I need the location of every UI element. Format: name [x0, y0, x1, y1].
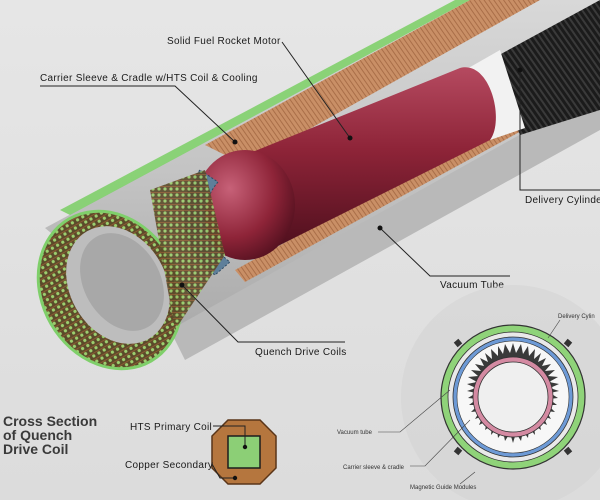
- motor-label: Solid Fuel Rocket Motor: [167, 36, 281, 47]
- ring-carrier-label: Carrier sleeve & cradle: [343, 465, 405, 471]
- ring-cross-section: [401, 285, 600, 500]
- label-motor: Solid Fuel Rocket Motor: [167, 36, 353, 141]
- label-primary: HTS Primary Coil: [130, 422, 248, 450]
- label-secondary: Copper Secondary: [125, 460, 238, 481]
- secondary-label: Copper Secondary: [125, 460, 213, 471]
- coil-title-line-3: Drive Coil: [3, 441, 68, 457]
- delivery-cylinder-band: [465, 50, 525, 140]
- coil-title-line-1: Cross Section: [3, 413, 97, 429]
- label-quench: Quench Drive Coils: [179, 282, 347, 358]
- primary-label: HTS Primary Coil: [130, 422, 212, 433]
- delivery-label: Delivery Cylinde: [525, 195, 600, 206]
- ring-label-magnetic: Magnetic Guide Modules: [410, 471, 476, 491]
- vacuum-label: Vacuum Tube: [440, 280, 504, 291]
- ring-label-delivery: Delivery Cylin: [547, 314, 595, 339]
- carrier-sleeve-top: [205, 0, 540, 165]
- coil-title-line-2: of Quench: [3, 427, 72, 443]
- label-delivery: Delivery Cylinde: [517, 67, 600, 206]
- delivery-cylinder: [490, 0, 600, 135]
- rocket-motor: [195, 67, 496, 260]
- label-vacuum: Vacuum Tube: [377, 225, 510, 291]
- tube-opening: [36, 170, 225, 371]
- ring-magnetic-label: Magnetic Guide Modules: [410, 485, 476, 491]
- coil-section-title: Cross Section of Quench Drive Coil: [3, 413, 97, 457]
- ring-vacuum-label: Vacuum tube: [337, 430, 373, 436]
- ring-delivery-label: Delivery Cylin: [558, 314, 595, 320]
- ring-label-carrier: Carrier sleeve & cradle: [343, 419, 471, 471]
- coil-cross-section: [211, 419, 277, 485]
- ring-label-vacuum: Vacuum tube: [337, 389, 451, 436]
- label-carrier: Carrier Sleeve & Cradle w/HTS Coil & Coo…: [40, 73, 258, 145]
- carrier-label: Carrier Sleeve & Cradle w/HTS Coil & Coo…: [40, 73, 258, 84]
- quench-label: Quench Drive Coils: [255, 347, 347, 358]
